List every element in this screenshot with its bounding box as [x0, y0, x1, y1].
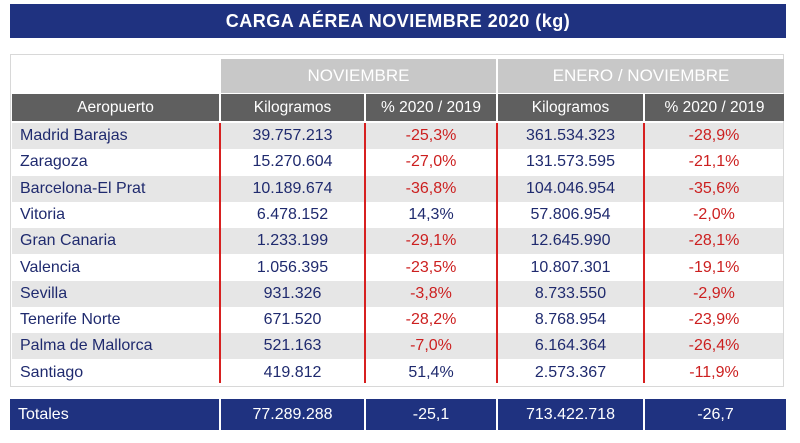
cell-pct-enero-noviembre: -21,1%: [688, 153, 740, 171]
column-separator: [364, 123, 366, 383]
table-row: Zaragoza 15.270.604 -27,0% 131.573.595 -21,1…: [12, 149, 783, 175]
cell-pct-enero-noviembre: -2,9%: [693, 284, 735, 302]
column-header-aeropuerto: Aeropuerto: [12, 94, 219, 121]
cell-pct-enero-noviembre: -35,6%: [688, 179, 740, 197]
column-header-pct-noviembre: % 2020 / 2019: [366, 94, 496, 121]
table-row: Santiago 419.812 51,4% 2.573.367 -11,9%: [12, 360, 783, 386]
totals-label: Totales: [18, 406, 69, 423]
cell-pct-noviembre: -29,1%: [405, 232, 457, 250]
table-row: Gran Canaria 1.233.199 -29,1% 12.645.990 -28…: [12, 228, 783, 255]
cell-pct-noviembre: -28,2%: [405, 311, 457, 329]
cell-kg-noviembre: 39.757.213: [252, 127, 333, 144]
cell-kg-enero-noviembre: 104.046.954: [526, 179, 615, 197]
totals-row: Totales 77.289.288 -25,1 713.422.718 -26…: [10, 399, 786, 430]
cell-airport: Vitoria: [20, 205, 66, 223]
cell-pct-noviembre: -27,0%: [405, 153, 457, 171]
cell-kg-noviembre: 10.189.674: [252, 179, 333, 197]
cell-airport: Palma de Mallorca: [20, 337, 153, 355]
cell-kg-enero-noviembre: 12.645.990: [530, 232, 611, 250]
column-separator: [219, 123, 221, 383]
column-separator: [643, 123, 645, 383]
totals-separator: [364, 399, 366, 430]
cell-kg-enero-noviembre: 2.573.367: [534, 363, 607, 381]
totals-pct-enero-noviembre: -26,7: [697, 406, 734, 423]
cell-kg-enero-noviembre: 131.573.595: [526, 153, 615, 171]
totals-kg-noviembre: 77.289.288: [252, 406, 333, 423]
cell-airport: Valencia: [20, 258, 81, 276]
cell-pct-noviembre: 51,4%: [408, 363, 454, 381]
cell-kg-noviembre: 1.233.199: [256, 232, 329, 250]
cell-kg-enero-noviembre: 57.806.954: [530, 205, 611, 223]
cell-kg-noviembre: 419.812: [263, 363, 322, 381]
cell-airport: Zaragoza: [20, 153, 88, 171]
table-row: Sevilla 931.326 -3,8% 8.733.550 -2,9%: [12, 280, 783, 307]
cell-airport: Tenerife Norte: [20, 311, 121, 329]
cell-kg-noviembre: 521.163: [263, 337, 322, 355]
cell-pct-noviembre: -25,3%: [405, 127, 457, 144]
cell-kg-noviembre: 671.520: [263, 311, 322, 329]
cell-kg-noviembre: 15.270.604: [252, 153, 333, 171]
table-row: Madrid Barajas 39.757.213 -25,3% 361.534.32…: [12, 123, 783, 149]
cell-airport: Madrid Barajas: [20, 127, 128, 144]
table-row: Vitoria 6.478.152 14,3% 57.806.954 -2,0%: [12, 202, 783, 228]
cell-pct-enero-noviembre: -28,1%: [688, 232, 740, 250]
cell-kg-enero-noviembre: 8.768.954: [534, 311, 607, 329]
cell-kg-enero-noviembre: 10.807.301: [530, 258, 611, 276]
cell-airport: Sevilla: [20, 284, 68, 302]
cell-pct-noviembre: -3,8%: [410, 284, 452, 302]
cell-kg-noviembre: 1.056.395: [256, 258, 329, 276]
table-title: CARGA AÉREA NOVIEMBRE 2020 (kg): [10, 4, 786, 38]
column-header-kg-noviembre: Kilogramos: [221, 94, 364, 121]
cell-pct-noviembre: -23,5%: [405, 258, 457, 276]
cell-kg-noviembre: 931.326: [263, 284, 322, 302]
table-row: Palma de Mallorca 521.163 -7,0% 6.164.364 -2…: [12, 333, 783, 360]
cell-pct-noviembre: 14,3%: [408, 205, 454, 223]
group-header-enero-noviembre: ENERO / NOVIEMBRE: [498, 59, 784, 93]
totals-separator: [219, 399, 221, 430]
cell-pct-enero-noviembre: -19,1%: [688, 258, 740, 276]
cell-pct-noviembre: -36,8%: [405, 179, 457, 197]
column-separator: [496, 123, 498, 383]
column-header-kg-enero-noviembre: Kilogramos: [498, 94, 643, 121]
cell-kg-enero-noviembre: 361.534.323: [526, 127, 615, 144]
totals-kg-enero-noviembre: 713.422.718: [526, 406, 615, 423]
cell-pct-enero-noviembre: -26,4%: [688, 337, 740, 355]
cell-pct-enero-noviembre: -23,9%: [688, 311, 740, 329]
column-header-pct-enero-noviembre: % 2020 / 2019: [645, 94, 784, 121]
totals-separator: [643, 399, 645, 430]
cell-kg-enero-noviembre: 8.733.550: [534, 284, 607, 302]
cell-pct-enero-noviembre: -2,0%: [693, 205, 735, 223]
totals-pct-noviembre: -25,1: [412, 406, 450, 423]
cell-airport: Santiago: [20, 363, 84, 381]
table-row: Tenerife Norte 671.520 -28,2% 8.768.954 -23,…: [12, 307, 783, 333]
cell-pct-enero-noviembre: -28,9%: [688, 127, 740, 144]
cell-pct-enero-noviembre: -11,9%: [689, 363, 739, 381]
cell-airport: Gran Canaria: [20, 232, 117, 250]
table-frame: [10, 54, 784, 387]
cell-kg-enero-noviembre: 6.164.364: [534, 337, 607, 355]
totals-separator: [496, 399, 498, 430]
cell-airport: Barcelona-El Prat: [20, 179, 146, 197]
cell-kg-noviembre: 6.478.152: [256, 205, 329, 223]
group-header-noviembre: NOVIEMBRE: [221, 59, 496, 93]
table-row: Valencia 1.056.395 -23,5% 10.807.301 -19,1%: [12, 255, 783, 281]
table-row: Barcelona-El Prat 10.189.674 -36,8% 104.046…: [12, 175, 783, 202]
cell-pct-noviembre: -7,0%: [410, 337, 452, 355]
